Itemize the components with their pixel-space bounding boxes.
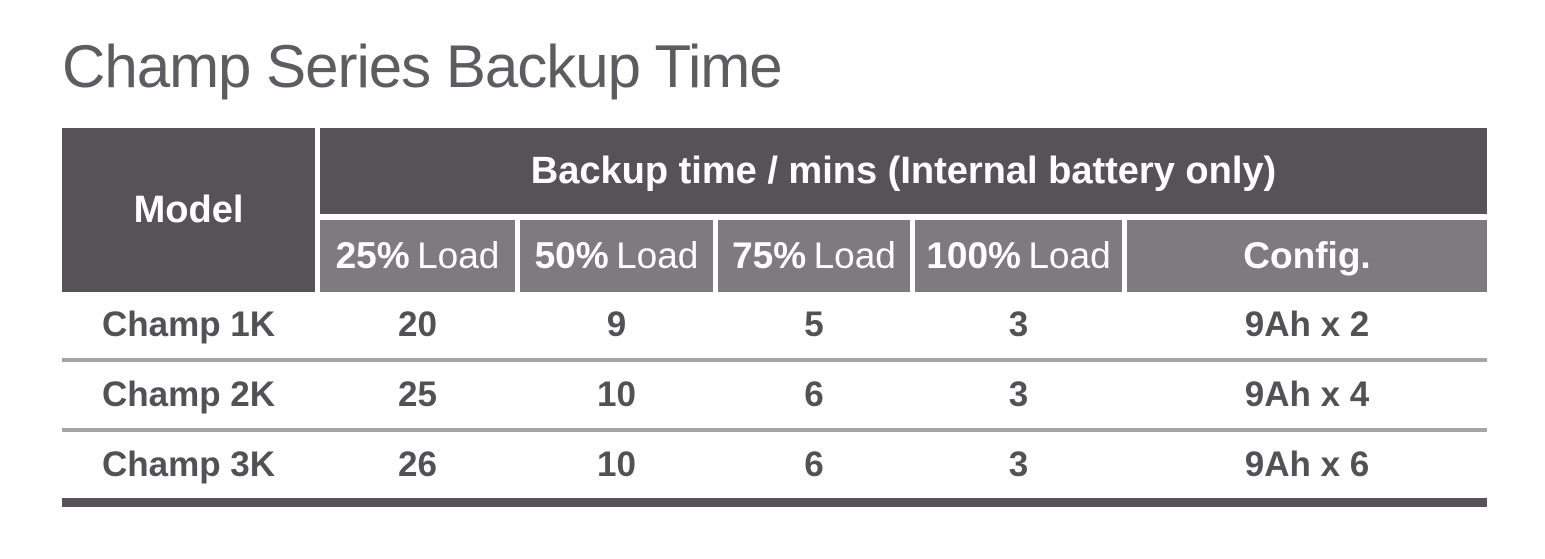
subheader-100-pct: 100% <box>926 235 1021 276</box>
load-50-cell: 10 <box>597 375 636 414</box>
load-100-cell: 3 <box>1008 375 1029 414</box>
subheader-100-load: 100% Load <box>915 220 1122 292</box>
table-row-champ-3k: Champ 3K 26 10 6 3 9Ah x 6 <box>62 432 1487 498</box>
subheader-75-pct: 75% <box>732 235 807 276</box>
subheader-25-load: 25% Load <box>320 220 515 292</box>
model-cell: Champ 1K <box>101 305 276 344</box>
table-row-champ-1k: Champ 1K 20 9 5 3 9Ah x 2 <box>62 292 1487 362</box>
group-header-cell: Backup time / mins (Internal battery onl… <box>320 128 1487 214</box>
subheader-25-word: Load <box>417 235 500 276</box>
model-header-cell: Model <box>62 128 315 292</box>
subheader-50-pct: 50% <box>534 235 609 276</box>
table-header: Model Backup time / mins (Internal batte… <box>62 128 1487 292</box>
page-title: Champ Series Backup Time <box>62 33 783 100</box>
load-50-cell: 10 <box>597 445 636 484</box>
load-75-cell: 5 <box>804 305 824 344</box>
subheader-50-word: Load <box>616 235 699 276</box>
model-cell: Champ 3K <box>101 445 276 484</box>
load-100-cell: 3 <box>1008 445 1029 484</box>
subheader-config: Config. <box>1127 220 1487 292</box>
table-bottom-border <box>62 498 1487 507</box>
load-25-cell: 25 <box>398 375 437 414</box>
load-100-cell: 3 <box>1008 305 1029 344</box>
config-cell: 9Ah x 6 <box>1244 445 1370 484</box>
load-25-cell: 20 <box>398 305 437 344</box>
load-25-cell: 26 <box>398 445 437 484</box>
load-75-cell: 6 <box>804 445 824 484</box>
backup-time-table: Model Backup time / mins (Internal batte… <box>62 128 1487 507</box>
config-cell: 9Ah x 4 <box>1244 375 1370 414</box>
subheader-50-load: 50% Load <box>520 220 713 292</box>
subheader-25-pct: 25% <box>335 235 410 276</box>
model-cell: Champ 2K <box>101 375 276 414</box>
config-cell: 9Ah x 2 <box>1244 305 1370 344</box>
subheader-100-word: Load <box>1028 235 1111 276</box>
load-50-cell: 9 <box>606 305 627 344</box>
subheader-75-load: 75% Load <box>718 220 910 292</box>
subheader-75-word: Load <box>813 235 896 276</box>
load-75-cell: 6 <box>804 375 824 414</box>
table-row-champ-2k: Champ 2K 25 10 6 3 9Ah x 4 <box>62 362 1487 432</box>
